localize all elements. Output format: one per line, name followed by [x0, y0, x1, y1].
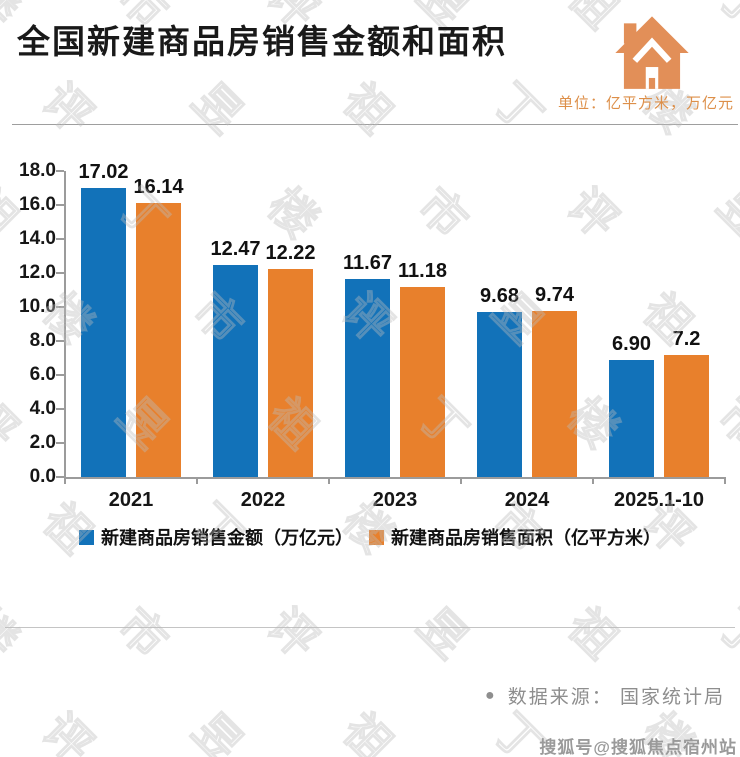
- bar-2023-series1: [345, 279, 390, 477]
- legend-swatch-icon: [369, 529, 384, 545]
- unit-label: 单位：亿平方米，万亿元: [557, 95, 734, 112]
- bar-value-label: 6.90: [612, 333, 651, 355]
- bar-value-label: 11.18: [398, 260, 447, 282]
- footer-divider: [5, 627, 735, 628]
- legend-item-1: 新建商品房销售金额（万亿元）: [79, 524, 353, 550]
- bar-2024-series1: [477, 312, 522, 477]
- y-tick-label: 16.0: [19, 194, 56, 215]
- x-tick-mark: [592, 477, 594, 484]
- y-tick-mark: [56, 170, 64, 172]
- y-tick-mark: [56, 204, 64, 206]
- x-axis-line: [64, 477, 726, 479]
- publisher-tag: 搜狐号@搜狐焦点宿州站: [539, 738, 737, 757]
- bar-value-label: 12.22: [265, 242, 316, 264]
- y-tick-label: 10.0: [19, 296, 56, 317]
- legend-label: 新建商品房销售金额（万亿元）: [101, 528, 353, 548]
- bar-value-label: 17.02: [78, 161, 129, 183]
- y-axis-line: [64, 171, 66, 479]
- bar-2021-series1: [81, 188, 126, 477]
- y-tick-mark: [56, 442, 64, 444]
- house-icon: [615, 16, 689, 89]
- x-tick-mark: [460, 477, 462, 484]
- x-tick-label: 2024: [504, 489, 550, 511]
- bar-value-label: 11.67: [343, 252, 392, 274]
- page-title: 全国新建商品房销售金额和面积: [17, 23, 507, 60]
- bar-value-label: 7.2: [672, 328, 701, 350]
- x-tick-label: 2025.1-10: [613, 489, 705, 511]
- bar-2024-series2: [532, 311, 577, 477]
- y-tick-label: 14.0: [19, 228, 56, 249]
- y-tick-mark: [56, 272, 64, 274]
- y-tick-mark: [56, 408, 64, 410]
- bar-value-label: 16.14: [133, 176, 184, 198]
- bar-value-label: 12.47: [210, 238, 261, 260]
- x-tick-mark: [64, 477, 66, 484]
- bar-2022-series1: [213, 265, 258, 477]
- legend-item-2: 新建商品房销售面积（亿平方米）: [369, 524, 661, 550]
- x-tick-label: 2022: [240, 489, 286, 511]
- y-tick-label: 8.0: [29, 330, 56, 351]
- y-tick-label: 0.0: [29, 466, 56, 487]
- bar-2025.1-10-series1: [609, 360, 654, 477]
- bar-2021-series2: [136, 203, 181, 477]
- bar-2022-series2: [268, 269, 313, 477]
- bullet-icon: ●: [485, 687, 495, 704]
- legend-swatch-icon: [79, 529, 94, 545]
- bar-value-label: 9.74: [535, 284, 574, 306]
- y-tick-mark: [56, 476, 64, 478]
- chart-legend: 新建商品房销售金额（万亿元） 新建商品房销售面积（亿平方米）: [0, 524, 740, 550]
- y-tick-label: 2.0: [29, 432, 56, 453]
- y-tick-label: 18.0: [19, 160, 56, 181]
- y-tick-label: 12.0: [19, 262, 56, 283]
- y-tick-label: 4.0: [29, 398, 56, 419]
- y-tick-mark: [56, 306, 64, 308]
- legend-label: 新建商品房销售面积（亿平方米）: [391, 528, 661, 548]
- y-tick-mark: [56, 238, 64, 240]
- x-tick-mark: [724, 477, 726, 484]
- bar-value-label: 9.68: [480, 285, 519, 307]
- bar-2025.1-10-series2: [664, 355, 709, 477]
- x-tick-mark: [196, 477, 198, 484]
- y-tick-mark: [56, 340, 64, 342]
- bar-2023-series2: [400, 287, 445, 477]
- x-tick-label: 2021: [108, 489, 154, 511]
- y-tick-mark: [56, 374, 64, 376]
- data-source-label: 数据来源： 国家统计局: [507, 687, 725, 708]
- header-divider: [12, 124, 738, 125]
- y-tick-label: 6.0: [29, 364, 56, 385]
- x-tick-mark: [328, 477, 330, 484]
- x-tick-label: 2023: [372, 489, 418, 511]
- data-source: ● 数据来源： 国家统计局: [485, 682, 725, 709]
